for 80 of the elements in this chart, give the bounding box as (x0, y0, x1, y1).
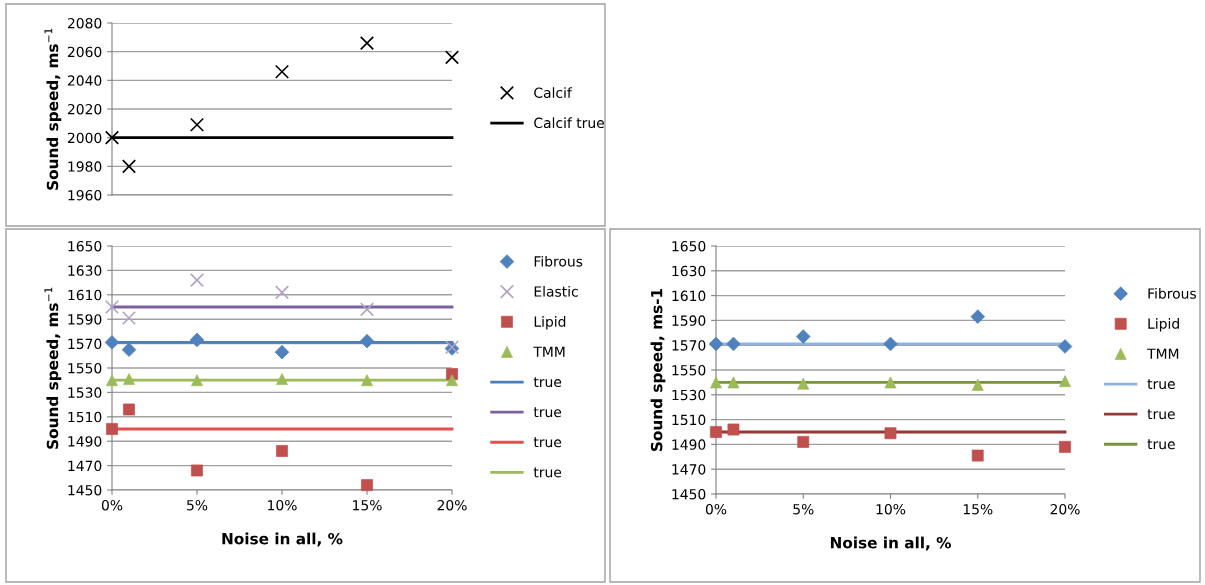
y-tick-label: 1550 (68, 362, 102, 374)
y-tick-label: 2060 (67, 46, 102, 58)
y-tick-label: 1550 (672, 364, 706, 376)
point (276, 445, 288, 457)
y-tick-label: 2000 (67, 132, 102, 144)
y-axis-title: Sound speed, ms$^{−1}$ (44, 28, 62, 190)
x-axis-title: Noise in all, % (222, 532, 343, 547)
legend-label: true (1147, 439, 1175, 450)
legend-label: Lipid (534, 316, 566, 330)
point (276, 373, 288, 385)
y-tick-label: 1590 (68, 314, 102, 325)
legend-label: true (533, 407, 562, 418)
y-tick-label: 1510 (68, 411, 102, 423)
y-tick-label: 2020 (67, 103, 102, 115)
legend-label: Lipid (1148, 318, 1179, 332)
x-tick-label: 0% (705, 503, 727, 515)
point (189, 117, 205, 132)
y-tick-label: 1610 (672, 290, 706, 302)
point (104, 299, 120, 315)
point (274, 285, 290, 300)
y-tick-label: 1570 (68, 338, 102, 350)
point (121, 342, 137, 357)
y-tick-label: 1590 (672, 315, 706, 326)
y-tick-label: 1530 (68, 387, 102, 398)
x-tick-label: 5% (187, 499, 208, 511)
point (274, 64, 290, 79)
y-tick-label: 1450 (672, 488, 706, 500)
legend-label: TMM (1147, 348, 1179, 359)
point (121, 159, 137, 174)
y-tick-label: 1650 (672, 240, 706, 252)
legend-label: Fibrous (1148, 288, 1196, 299)
point (191, 464, 203, 477)
x-tick-label: 20% (437, 499, 467, 511)
legend-label: true (1147, 409, 1175, 420)
legend-label: true (1147, 379, 1175, 390)
y-tick-label: 1570 (672, 340, 706, 351)
x-tick-label: 10% (268, 499, 297, 511)
x-tick-label: 20% (1050, 503, 1080, 515)
y-tick-label: 1630 (672, 265, 706, 277)
point (444, 50, 460, 65)
y-tick-label: 1530 (672, 389, 706, 401)
y-tick-label: 2080 (67, 17, 102, 29)
y-tick-label: 1980 (68, 161, 102, 172)
legend-label: Calcif (534, 87, 573, 98)
point (361, 479, 373, 492)
x-tick-label: 5% (793, 503, 814, 515)
point (359, 302, 375, 317)
legend-label: Calcif true (534, 117, 604, 129)
legend-label: Fibrous (534, 255, 583, 267)
point (710, 426, 722, 438)
x-tick-label: 10% (876, 503, 906, 515)
point (883, 336, 898, 352)
y-tick-label: 1630 (68, 265, 102, 276)
y-axis-title: Sound speed, ms$^{−1}$ (44, 287, 62, 449)
point (359, 35, 375, 51)
legend-label: true (533, 467, 562, 478)
y-tick-label: 1490 (672, 439, 706, 450)
point (796, 329, 811, 344)
point (104, 130, 120, 145)
y-tick-label: 1510 (672, 414, 706, 426)
y-axis-title: Sound speed, ms-1 (650, 288, 666, 452)
point (121, 310, 137, 326)
y-tick-label: 1470 (672, 464, 706, 475)
x-tick-label: 15% (353, 499, 382, 511)
x-tick-label: 0% (101, 499, 123, 511)
y-tick-label: 1650 (68, 240, 102, 252)
legend-label: true (533, 377, 562, 388)
y-tick-label: 1490 (68, 436, 102, 447)
legend-label: Elastic (534, 286, 578, 297)
legend-label: true (533, 437, 562, 448)
y-tick-label: 1450 (68, 484, 102, 496)
x-axis-title: Noise in all, % (830, 536, 951, 551)
legend-label: TMM (533, 346, 565, 357)
point (726, 336, 741, 352)
y-tick-label: 1470 (68, 460, 102, 472)
x-tick-label: 15% (963, 503, 993, 515)
point (189, 273, 205, 288)
y-tick-label: 2040 (67, 75, 102, 86)
y-tick-label: 1610 (68, 289, 102, 301)
y-tick-label: 1960 (68, 189, 102, 201)
